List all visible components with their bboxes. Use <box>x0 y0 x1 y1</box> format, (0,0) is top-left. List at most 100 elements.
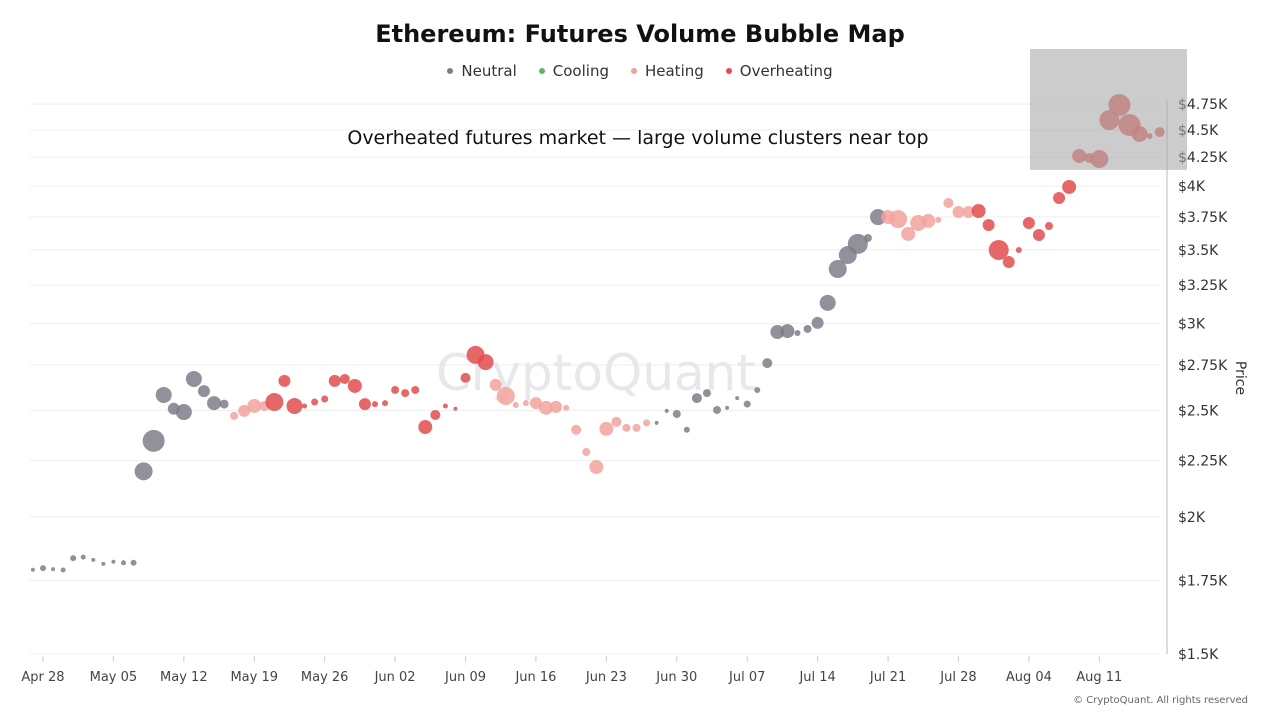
bubble-heating <box>539 400 553 415</box>
x-tick-label: Jun 23 <box>585 670 627 685</box>
x-tick-label: Jul 21 <box>869 670 906 685</box>
bubble-overheating <box>453 406 458 411</box>
bubble-heating <box>550 400 563 413</box>
bubble-neutral <box>654 420 659 425</box>
bubble-neutral <box>869 209 886 226</box>
legend-label: Heating <box>644 62 704 80</box>
footer-copyright: © CryptoQuant. All rights reserved <box>1073 695 1248 706</box>
y-tick-label: $3.75K <box>1178 210 1228 226</box>
legend-label: Cooling <box>552 62 609 80</box>
bubble-heating <box>921 213 936 228</box>
bubble-neutral <box>134 462 153 481</box>
legend-label: Overheating <box>739 62 833 80</box>
bubble-overheating <box>339 373 350 384</box>
bubble-neutral <box>762 358 773 369</box>
bubble-overheating <box>311 398 319 406</box>
bubble-neutral <box>60 567 66 573</box>
bubble-neutral <box>70 555 77 562</box>
bubble-overheating <box>321 395 329 403</box>
bubble-overheating <box>1154 127 1165 138</box>
bubble-neutral <box>101 561 106 566</box>
bubble-neutral <box>672 409 681 418</box>
bubble-overheating <box>1090 150 1109 169</box>
bubble-overheating <box>1146 133 1153 140</box>
legend-marker <box>725 68 732 74</box>
y-tick-label: $1.5K <box>1178 647 1219 663</box>
bubble-heating <box>901 226 916 241</box>
bubble-neutral <box>167 402 180 415</box>
bubble-neutral <box>803 324 812 333</box>
bubble-neutral <box>780 324 795 339</box>
bubble-overheating <box>401 389 410 398</box>
bubble-overheating <box>442 403 448 409</box>
bubble-neutral <box>819 294 836 311</box>
bubble-neutral <box>828 260 847 279</box>
x-tick-label: May 12 <box>160 670 208 685</box>
x-tick-label: May 05 <box>90 670 138 685</box>
bubble-overheating <box>411 385 420 394</box>
bubble-heating <box>259 400 270 411</box>
bubble-overheating <box>1053 191 1066 204</box>
y-tick-label: $2.75K <box>1178 358 1228 374</box>
bubble-neutral <box>743 400 751 408</box>
bubble-neutral <box>130 559 137 566</box>
bubble-heating <box>571 424 582 435</box>
bubble-overheating <box>971 203 986 218</box>
bubble-overheating <box>1108 93 1131 116</box>
legend-item-heating[interactable]: Heating <box>630 62 704 80</box>
x-tick-label: Apr 28 <box>21 670 64 685</box>
y-tick-label: $1.75K <box>1178 573 1228 589</box>
legend: Neutral Cooling Heating Overheating <box>0 62 1280 80</box>
bubble-overheating <box>1099 110 1120 131</box>
bubble-neutral <box>155 386 172 403</box>
y-tick-label: $2K <box>1178 510 1206 526</box>
bubble-overheating <box>1072 148 1087 163</box>
legend-marker <box>630 68 637 74</box>
bubble-overheating <box>302 403 308 409</box>
x-tick-label: Jun 16 <box>514 670 556 685</box>
bubble-heating <box>489 378 502 391</box>
x-tick-label: Jun 02 <box>374 670 416 685</box>
bubble-overheating <box>347 378 362 393</box>
bubble-overheating <box>1002 255 1015 268</box>
bubble-neutral <box>838 246 857 265</box>
bubble-heating <box>599 421 614 436</box>
x-tick-label: Jun 30 <box>655 670 697 685</box>
bubble-neutral <box>30 567 35 572</box>
legend-item-cooling[interactable]: Cooling <box>538 62 609 80</box>
bubble-overheating <box>1118 114 1141 137</box>
bubble-overheating <box>278 374 291 387</box>
bubble-neutral <box>91 557 96 562</box>
x-tick-label: Jun 09 <box>444 670 486 685</box>
x-tick-label: Jul 28 <box>939 670 976 685</box>
bubble-heating <box>943 198 954 209</box>
y-tick-label: $2.5K <box>1178 403 1219 419</box>
bubble-heating <box>632 423 641 432</box>
bubble-overheating <box>1045 222 1053 231</box>
bubble-overheating <box>382 400 389 407</box>
x-tick-label: May 26 <box>301 670 349 685</box>
bubble-overheating <box>1062 179 1077 194</box>
y-tick-label: $3K <box>1178 316 1206 332</box>
bubble-heating <box>881 210 896 225</box>
y-tick-label: $4.5K <box>1178 123 1219 139</box>
x-tick-label: Aug 11 <box>1076 670 1122 685</box>
bubble-overheating <box>286 397 303 414</box>
legend-item-overheating[interactable]: Overheating <box>725 62 833 80</box>
bubble-heating <box>643 419 651 427</box>
bubble-heating <box>589 459 604 474</box>
bubble-overheating <box>982 219 995 232</box>
bubble-neutral <box>142 429 165 452</box>
bubble-heating <box>889 210 908 229</box>
bubble-heating <box>512 402 519 409</box>
bubble-neutral <box>794 330 801 337</box>
bubble-overheating <box>1022 216 1035 229</box>
bubble-neutral <box>691 393 702 404</box>
bubble-neutral <box>811 316 824 329</box>
legend-item-neutral[interactable]: Neutral <box>447 62 517 80</box>
legend-label: Neutral <box>461 62 517 80</box>
bubble-heating <box>230 411 239 420</box>
bubble-heating <box>611 416 622 427</box>
bubble-neutral <box>683 426 690 433</box>
bubble-overheating <box>430 409 441 420</box>
